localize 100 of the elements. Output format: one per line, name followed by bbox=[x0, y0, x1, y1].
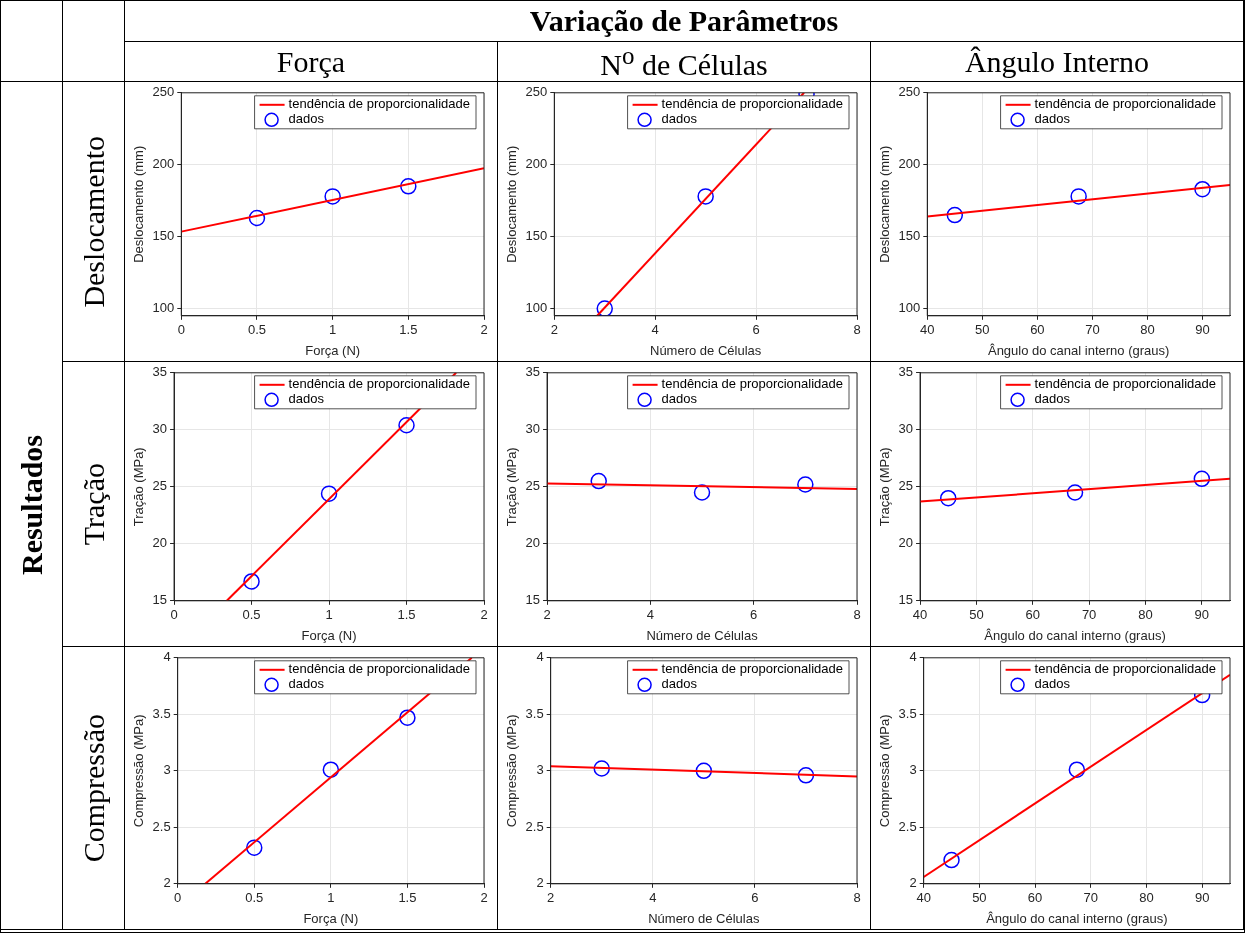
y-axis-title: Compressão (MPa) bbox=[877, 714, 893, 828]
x-axis-title: Ângulo do canal interno (graus) bbox=[984, 627, 1166, 643]
x-tick-label: 0.5 bbox=[245, 890, 264, 906]
y-tick-label: 30 bbox=[525, 421, 541, 437]
x-tick-label: 90 bbox=[1195, 322, 1210, 338]
x-tick-label: 8 bbox=[853, 322, 861, 338]
legend-label: tendência de proporcionalidade bbox=[1034, 376, 1217, 392]
y-tick-label: 150 bbox=[152, 228, 175, 244]
x-tick-label: 2 bbox=[480, 322, 488, 338]
x-tick-label: 8 bbox=[853, 890, 861, 906]
x-axis-title: Força (N) bbox=[303, 910, 359, 926]
x-tick-label: 4 bbox=[649, 890, 657, 906]
y-tick-label: 3.5 bbox=[898, 705, 917, 721]
x-tick-label: 4 bbox=[646, 607, 654, 623]
legend-label: dados bbox=[288, 391, 325, 407]
y-axis-title: Tração (MPa) bbox=[504, 447, 520, 527]
y-tick-label: 20 bbox=[525, 535, 541, 551]
legend-label: dados bbox=[288, 111, 325, 127]
x-tick-label: 0 bbox=[177, 322, 185, 338]
legend-label: tendência de proporcionalidade bbox=[288, 661, 471, 677]
legend-label: dados bbox=[1034, 111, 1071, 127]
x-axis-title: Número de Células bbox=[650, 342, 762, 358]
x-tick-label: 80 bbox=[1138, 607, 1153, 623]
y-axis-title: Compressão (MPa) bbox=[131, 714, 147, 828]
y-tick-label: 200 bbox=[898, 156, 921, 172]
x-axis-title: Força (N) bbox=[305, 342, 361, 358]
x-tick-label: 1 bbox=[329, 322, 337, 338]
x-tick-label: 90 bbox=[1194, 890, 1210, 906]
legend-label: tendência de proporcionalidade bbox=[1034, 661, 1217, 677]
legend-label: dados bbox=[288, 676, 325, 692]
x-tick-label: 1.5 bbox=[399, 322, 418, 338]
y-tick-label: 35 bbox=[898, 364, 914, 380]
y-tick-label: 250 bbox=[898, 84, 921, 100]
category-label: N$^{o}$ de Células bbox=[600, 41, 768, 82]
y-tick-label: 100 bbox=[152, 300, 175, 316]
x-tick-label: 70 bbox=[1081, 607, 1097, 623]
x-tick-label: 8 bbox=[853, 607, 861, 623]
x-tick-label: 40 bbox=[916, 890, 931, 906]
y-tick-label: 2 bbox=[909, 875, 917, 891]
x-tick-label: 60 bbox=[1025, 607, 1040, 623]
category-label: Força bbox=[276, 44, 346, 79]
y-tick-label: 35 bbox=[152, 364, 168, 380]
y-tick-label: 150 bbox=[525, 228, 548, 244]
y-tick-label: 4 bbox=[163, 649, 171, 665]
y-tick-label: 3 bbox=[536, 762, 544, 778]
legend-label: dados bbox=[661, 676, 698, 692]
y-axis-title: Deslocamento (mm) bbox=[877, 145, 893, 263]
y-tick-label: 3 bbox=[909, 762, 917, 778]
y-axis-title: Tração (MPa) bbox=[877, 447, 893, 527]
legend-label: tendência de proporcionalidade bbox=[661, 96, 844, 112]
y-tick-label: 25 bbox=[898, 478, 914, 494]
y-axis-title: Deslocamento (mm) bbox=[131, 145, 147, 263]
category-label: Deslocamento bbox=[76, 135, 110, 308]
x-tick-label: 2 bbox=[480, 607, 488, 623]
y-tick-label: 20 bbox=[152, 535, 168, 551]
x-tick-label: 80 bbox=[1139, 890, 1154, 906]
x-tick-label: 90 bbox=[1194, 607, 1210, 623]
x-tick-label: 1 bbox=[325, 607, 333, 623]
y-tick-label: 2 bbox=[536, 875, 544, 891]
text: Variação de Parâmetros bbox=[529, 4, 839, 38]
y-axis-title: Tração (MPa) bbox=[131, 447, 147, 527]
y-tick-label: 3 bbox=[163, 762, 171, 778]
x-tick-label: 0 bbox=[174, 890, 182, 906]
y-tick-label: 15 bbox=[525, 592, 541, 608]
x-tick-label: 4 bbox=[651, 322, 659, 338]
y-tick-label: 30 bbox=[898, 421, 914, 437]
y-tick-label: 15 bbox=[898, 592, 914, 608]
y-axis-title: Deslocamento (mm) bbox=[504, 145, 520, 263]
y-tick-label: 20 bbox=[898, 535, 914, 551]
x-axis-title: Número de Células bbox=[648, 910, 760, 926]
y-tick-label: 15 bbox=[152, 592, 168, 608]
legend-label: tendência de proporcionalidade bbox=[288, 376, 471, 392]
x-tick-label: 6 bbox=[750, 607, 758, 623]
y-tick-label: 35 bbox=[525, 364, 541, 380]
x-tick-label: 60 bbox=[1027, 890, 1043, 906]
x-tick-label: 50 bbox=[975, 322, 990, 338]
x-tick-label: 2 bbox=[550, 322, 558, 338]
legend-label: tendência de proporcionalidade bbox=[661, 661, 844, 677]
legend-label: dados bbox=[1034, 676, 1071, 692]
y-tick-label: 200 bbox=[152, 156, 175, 172]
y-tick-label: 4 bbox=[536, 649, 544, 665]
x-tick-label: 1 bbox=[327, 890, 335, 906]
y-tick-label: 100 bbox=[525, 300, 548, 316]
x-tick-label: 1.5 bbox=[398, 890, 417, 906]
x-tick-label: 60 bbox=[1030, 322, 1045, 338]
y-tick-label: 100 bbox=[898, 300, 921, 316]
x-axis-title: Ângulo do canal interno (graus) bbox=[986, 910, 1168, 926]
x-tick-label: 0.5 bbox=[247, 322, 267, 338]
x-axis-title: Número de Células bbox=[646, 627, 759, 643]
y-tick-label: 3.5 bbox=[525, 705, 544, 721]
category-label: Tração bbox=[76, 462, 110, 546]
x-axis-title: Força (N) bbox=[301, 627, 357, 643]
legend-label: dados bbox=[661, 391, 698, 407]
y-tick-label: 25 bbox=[152, 478, 168, 494]
y-tick-label: 2 bbox=[163, 875, 171, 891]
x-tick-label: 6 bbox=[752, 322, 760, 338]
x-tick-label: 0 bbox=[170, 607, 178, 623]
legend-label: dados bbox=[661, 111, 698, 127]
y-tick-label: 2.5 bbox=[898, 818, 917, 834]
legend-label: tendência de proporcionalidade bbox=[1034, 96, 1217, 112]
